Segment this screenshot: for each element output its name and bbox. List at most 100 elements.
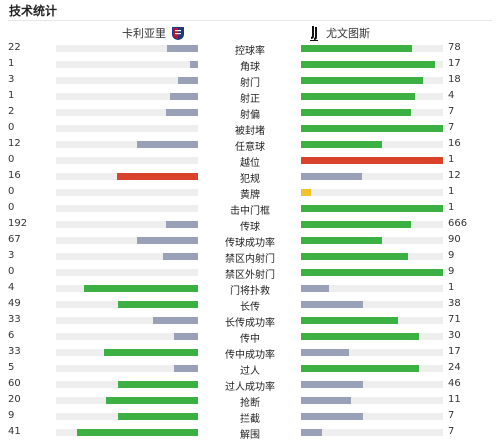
header-title: 技术统计 [9, 4, 58, 18]
stat-label: 犯规 [240, 174, 260, 185]
away-value: 17 [448, 346, 461, 357]
home-value: 60 [8, 378, 21, 389]
home-bar-fill [162, 253, 198, 260]
away-value: 71 [448, 314, 461, 325]
away-bar [301, 429, 443, 436]
away-bar [301, 397, 443, 404]
away-bar [301, 205, 443, 212]
away-bar [301, 381, 443, 388]
home-bar-fill [153, 317, 198, 324]
away-bar-fill [301, 237, 383, 244]
away-bar [301, 125, 443, 132]
stat-label: 禁区外射门 [225, 270, 275, 281]
stat-label: 传中成功率 [225, 350, 275, 361]
home-bar [56, 253, 198, 260]
home-value: 12 [8, 138, 21, 149]
stat-label: 射门 [240, 78, 260, 89]
away-bar-fill [301, 333, 420, 340]
home-bar [56, 413, 198, 420]
home-bar-fill [177, 77, 198, 84]
away-team-name: 尤文图斯 [326, 27, 370, 40]
away-bar [301, 285, 443, 292]
away-value: 9 [448, 250, 455, 261]
stat-label: 射偏 [240, 110, 260, 121]
stat-row: 1 射正 4 [0, 88, 500, 105]
juventus-logo-icon [310, 26, 318, 41]
stat-label: 长传成功率 [225, 318, 275, 329]
stat-label: 越位 [240, 158, 260, 169]
stat-row: 5 过人 24 [0, 360, 500, 377]
stat-row: 0 被封堵 7 [0, 120, 500, 137]
stat-label: 过人 [240, 366, 260, 377]
stat-row: 3 射门 18 [0, 72, 500, 89]
away-bar-fill [301, 381, 363, 388]
home-value: 33 [8, 314, 21, 325]
stat-row: 3 禁区内射门 9 [0, 248, 500, 265]
away-value: 11 [448, 394, 461, 405]
stat-label: 门将扑救 [230, 286, 270, 297]
stat-label: 角球 [240, 62, 260, 73]
header-divider [8, 20, 492, 21]
home-bar [56, 141, 198, 148]
away-bar [301, 349, 443, 356]
stat-row: 9 拦截 7 [0, 408, 500, 425]
home-bar-fill [190, 61, 198, 68]
home-value: 41 [8, 426, 21, 437]
away-bar [301, 77, 443, 84]
stat-label: 传球成功率 [225, 238, 275, 249]
away-bar-fill [301, 205, 443, 212]
away-value: 38 [448, 298, 461, 309]
stat-label: 被封堵 [235, 126, 265, 137]
stat-row: 16 犯规 12 [0, 168, 500, 185]
stat-row: 4 门将扑救 1 [0, 280, 500, 297]
away-team[interactable]: 尤文图斯 [306, 24, 374, 42]
away-value: 90 [448, 234, 461, 245]
home-bar-fill [116, 173, 198, 180]
away-bar-fill [301, 125, 443, 132]
away-bar-fill [301, 45, 412, 52]
away-bar [301, 253, 443, 260]
home-bar-fill [166, 221, 198, 228]
stat-row: 0 黄牌 1 [0, 184, 500, 201]
stat-row: 33 传中成功率 17 [0, 344, 500, 361]
stat-label: 传球 [240, 222, 260, 233]
home-bar-fill [84, 285, 198, 292]
away-bar-fill [301, 109, 412, 116]
stat-label: 击中门框 [230, 206, 270, 217]
away-value: 78 [448, 42, 461, 53]
home-value: 0 [8, 202, 15, 213]
away-value: 46 [448, 378, 461, 389]
away-value: 1 [448, 186, 455, 197]
away-bar-fill [301, 77, 423, 84]
home-team[interactable]: 卡利亚里 [118, 24, 186, 42]
home-team-name: 卡利亚里 [122, 27, 166, 40]
away-bar [301, 93, 443, 100]
away-value: 18 [448, 74, 461, 85]
home-bar [56, 125, 198, 132]
home-bar [56, 317, 198, 324]
away-value: 666 [448, 218, 468, 229]
home-bar-fill [137, 141, 198, 148]
home-value: 9 [8, 410, 15, 421]
home-bar-fill [76, 429, 198, 436]
home-value: 16 [8, 170, 21, 181]
home-value: 49 [8, 298, 21, 309]
home-bar [56, 189, 198, 196]
stat-label: 任意球 [235, 142, 265, 153]
stat-label: 拦截 [240, 414, 260, 425]
away-value: 9 [448, 266, 455, 277]
home-bar-fill [173, 365, 198, 372]
away-value: 7 [448, 122, 455, 133]
away-bar [301, 317, 443, 324]
home-value: 192 [8, 218, 28, 229]
home-value: 3 [8, 74, 15, 85]
stat-label: 控球率 [235, 46, 265, 57]
home-bar-fill [118, 301, 198, 308]
away-bar-fill [301, 253, 408, 260]
home-bar [56, 269, 198, 276]
stat-row: 12 任意球 16 [0, 136, 500, 153]
away-bar-fill [301, 93, 415, 100]
away-bar [301, 237, 443, 244]
stat-label: 过人成功率 [225, 382, 275, 393]
home-value: 6 [8, 330, 15, 341]
